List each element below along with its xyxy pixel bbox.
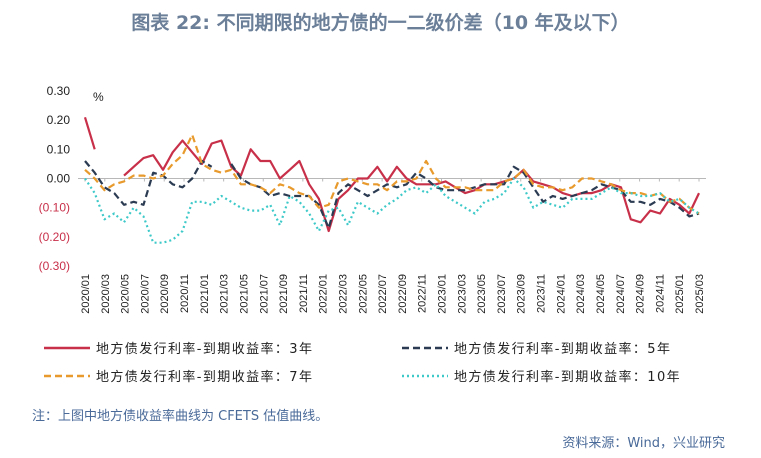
x-tick-label: 2021/05 [238, 274, 250, 314]
y-unit-label: % [93, 90, 104, 104]
x-tick-label: 2024/01 [555, 274, 567, 314]
legend-label-3: 地方债发行利率-到期收益率：7年 [96, 369, 313, 385]
legend-label-1: 地方债发行利率-到期收益率：3年 [96, 341, 313, 357]
x-tick-label: 2022/09 [397, 274, 409, 314]
x-tick-label: 2021/03 [219, 274, 231, 314]
series-line-3 [84, 133, 700, 215]
x-tick-label: 2023/01 [437, 274, 449, 314]
x-tick-label: 2022/03 [337, 274, 349, 314]
y-tick-label: 0.00 [47, 172, 71, 186]
x-tick-label: 2025/01 [674, 274, 686, 314]
chart-note: 注：上图中地方债收益率曲线为 CFETS 估值曲线。 [32, 409, 329, 424]
x-tick-label: 2025/03 [694, 274, 706, 314]
x-tick-label: 2020/07 [139, 274, 151, 314]
x-tick-label: 2020/01 [80, 274, 92, 314]
chart-title: 图表 22: 不同期限的地方债的一二级价差（10 年及以下） [131, 12, 630, 34]
x-tick-label: 2022/01 [318, 274, 330, 314]
x-tick-label: 2020/11 [179, 274, 191, 313]
x-tick-label: 2020/03 [100, 274, 112, 314]
x-tick-label: 2021/09 [278, 274, 290, 314]
y-tick-label: 0.30 [47, 84, 71, 98]
x-tick-label: 2024/07 [615, 274, 627, 314]
series-line-2 [84, 159, 700, 230]
x-tick-label: 2023/03 [456, 274, 468, 314]
legend-label-2: 地方债发行利率-到期收益率：5年 [454, 341, 671, 357]
x-tick-label: 2021/07 [258, 274, 270, 314]
x-tick-label: 2023/09 [516, 274, 528, 314]
y-tick-label: 0.10 [47, 142, 71, 156]
y-tick-label: (0.10) [39, 201, 70, 215]
x-tick-label: 2022/05 [357, 274, 369, 314]
x-tick-label: 2024/09 [635, 274, 647, 314]
y-tick-label: (0.20) [39, 230, 70, 244]
legend-label-4: 地方债发行利率-到期收益率：10年 [454, 369, 681, 385]
x-tick-label: 2021/01 [199, 274, 211, 314]
chart-source: 资料来源：Wind，兴业研究 [562, 436, 725, 451]
x-tick-label: 2023/07 [496, 274, 508, 314]
series-line-1 [83, 116, 700, 233]
series-line-4 [84, 177, 700, 244]
x-tick-label: 2023/05 [476, 274, 488, 314]
x-tick-label: 2024/03 [575, 274, 587, 314]
y-tick-label: 0.20 [47, 113, 71, 127]
x-tick-label: 2024/05 [595, 274, 607, 314]
x-tick-label: 2022/07 [377, 274, 389, 314]
x-tick-label: 2020/09 [159, 274, 171, 314]
x-tick-label: 2024/11 [654, 274, 666, 313]
x-tick-label: 2022/11 [417, 274, 429, 313]
x-tick-label: 2020/05 [120, 274, 132, 314]
x-tick-label: 2021/11 [298, 274, 310, 313]
x-tick-label: 2023/11 [536, 274, 548, 313]
y-tick-label: (0.30) [39, 259, 70, 273]
